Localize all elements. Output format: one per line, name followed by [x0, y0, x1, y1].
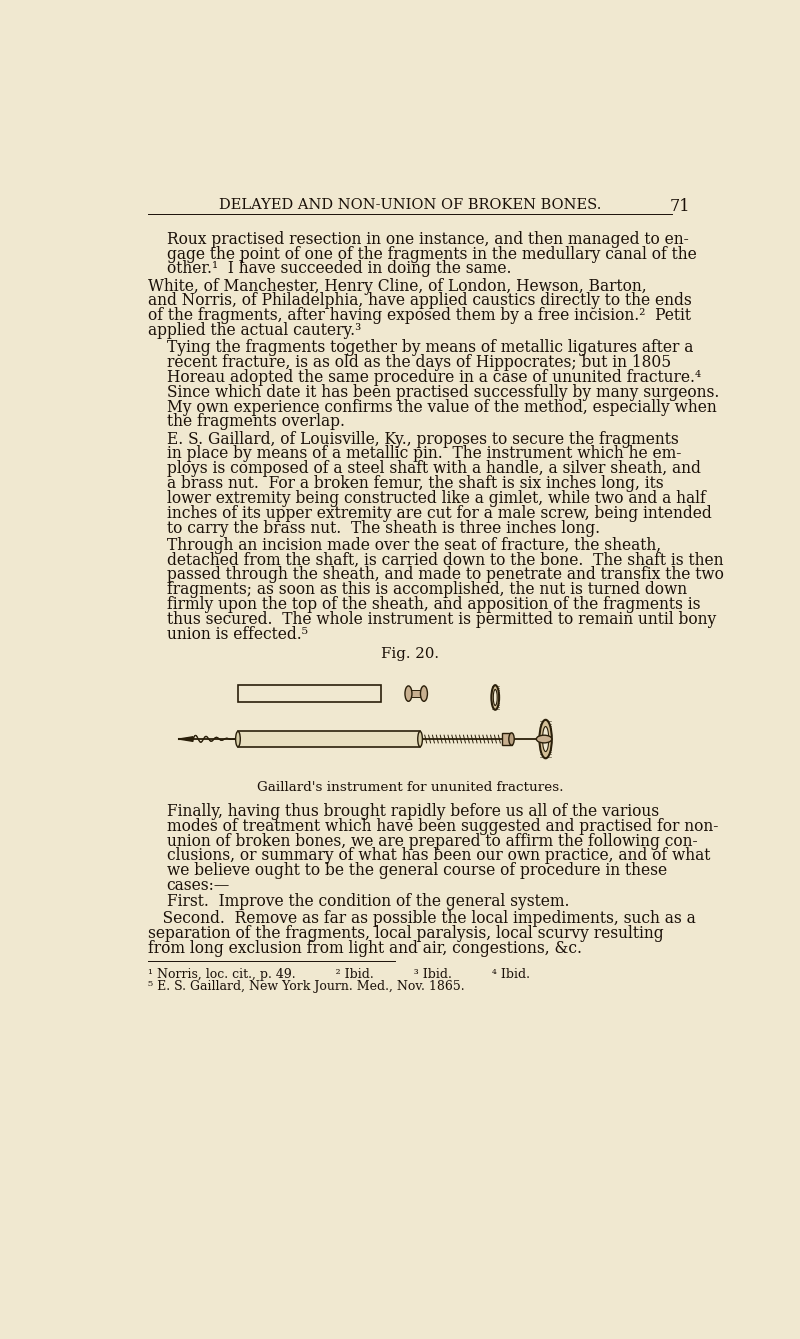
Text: My own experience confirms the value of the method, especially when: My own experience confirms the value of … — [166, 399, 717, 415]
Text: 71: 71 — [670, 198, 690, 216]
Text: fragments; as soon as this is accomplished, the nut is turned down: fragments; as soon as this is accomplish… — [166, 581, 686, 599]
Text: White, of Manchester, Henry Cline, of London, Hewson, Barton,: White, of Manchester, Henry Cline, of Lo… — [148, 277, 646, 295]
Text: separation of the fragments, local paralysis, local scurvy resulting: separation of the fragments, local paral… — [148, 925, 664, 941]
Ellipse shape — [421, 686, 427, 702]
Text: Horeau adopted the same procedure in a case of ununited fracture.⁴: Horeau adopted the same procedure in a c… — [166, 368, 701, 386]
Text: we believe ought to be the general course of procedure in these: we believe ought to be the general cours… — [166, 862, 666, 880]
Text: inches of its upper extremity are cut for a male screw, being intended: inches of its upper extremity are cut fo… — [166, 505, 711, 522]
Text: passed through the sheath, and made to penetrate and transfix the two: passed through the sheath, and made to p… — [166, 566, 723, 584]
Text: E. S. Gaillard, of Louisville, Ky., proposes to secure the fragments: E. S. Gaillard, of Louisville, Ky., prop… — [166, 431, 678, 447]
Text: Tying the fragments together by means of metallic ligatures after a: Tying the fragments together by means of… — [166, 339, 693, 356]
Text: ¹ Norris, loc. cit., p. 49.          ² Ibid.          ³ Ibid.          ⁴ Ibid.: ¹ Norris, loc. cit., p. 49. ² Ibid. ³ Ib… — [148, 968, 530, 981]
Bar — [409, 690, 424, 698]
Text: Fig. 20.: Fig. 20. — [381, 647, 439, 660]
Text: from long exclusion from light and air, congestions, &c.: from long exclusion from light and air, … — [148, 940, 582, 956]
Polygon shape — [179, 736, 193, 742]
Ellipse shape — [542, 727, 549, 751]
Bar — [502, 732, 511, 746]
Text: the fragments overlap.: the fragments overlap. — [166, 414, 345, 430]
Text: modes of treatment which have been suggested and practised for non-: modes of treatment which have been sugge… — [166, 818, 718, 834]
Text: firmly upon the top of the sheath, and apposition of the fragments is: firmly upon the top of the sheath, and a… — [166, 596, 700, 613]
Text: Since which date it has been practised successfully by many surgeons.: Since which date it has been practised s… — [166, 384, 719, 400]
Ellipse shape — [418, 731, 422, 747]
Text: Through an incision made over the seat of fracture, the sheath,: Through an incision made over the seat o… — [166, 537, 661, 553]
Ellipse shape — [236, 731, 240, 747]
Text: Gaillard's instrument for ununited fractures.: Gaillard's instrument for ununited fract… — [257, 782, 563, 794]
Text: a brass nut.  For a broken femur, the shaft is six inches long, its: a brass nut. For a broken femur, the sha… — [166, 475, 663, 491]
Text: union of broken bones, we are prepared to affirm the following con-: union of broken bones, we are prepared t… — [166, 833, 698, 850]
Text: thus secured.  The whole instrument is permitted to remain until bony: thus secured. The whole instrument is pe… — [166, 611, 716, 628]
Ellipse shape — [539, 720, 552, 758]
Text: of the fragments, after having exposed them by a free incision.²  Petit: of the fragments, after having exposed t… — [148, 307, 691, 324]
Text: DELAYED AND NON-UNION OF BROKEN BONES.: DELAYED AND NON-UNION OF BROKEN BONES. — [219, 198, 601, 213]
Text: cases:—: cases:— — [166, 877, 230, 894]
Ellipse shape — [491, 686, 499, 710]
Text: ploys is composed of a steel shaft with a handle, a silver sheath, and: ploys is composed of a steel shaft with … — [166, 461, 701, 477]
Text: other.¹  I have succeeded in doing the same.: other.¹ I have succeeded in doing the sa… — [166, 260, 511, 277]
Text: Second.  Remove as far as possible the local impediments, such as a: Second. Remove as far as possible the lo… — [148, 911, 696, 927]
Bar — [238, 731, 420, 747]
Bar — [238, 686, 382, 702]
Text: First.  Improve the condition of the general system.: First. Improve the condition of the gene… — [166, 893, 569, 911]
Ellipse shape — [509, 732, 514, 746]
Text: Finally, having thus brought rapidly before us all of the various: Finally, having thus brought rapidly bef… — [166, 803, 658, 819]
Text: detached from the shaft, is carried down to the bone.  The shaft is then: detached from the shaft, is carried down… — [166, 552, 723, 569]
Text: and Norris, of Philadelphia, have applied caustics directly to the ends: and Norris, of Philadelphia, have applie… — [148, 292, 692, 309]
Text: clusions, or summary of what has been our own practice, and of what: clusions, or summary of what has been ou… — [166, 848, 710, 865]
Text: applied the actual cautery.³: applied the actual cautery.³ — [148, 323, 362, 339]
Text: to carry the brass nut.  The sheath is three inches long.: to carry the brass nut. The sheath is th… — [166, 520, 600, 537]
Text: in place by means of a metallic pin.  The instrument which he em-: in place by means of a metallic pin. The… — [166, 446, 681, 462]
Text: recent fracture, is as old as the days of Hippocrates; but in 1805: recent fracture, is as old as the days o… — [166, 353, 671, 371]
Text: gage the point of one of the fragments in the medullary canal of the: gage the point of one of the fragments i… — [166, 245, 696, 262]
Text: lower extremity being constructed like a gimlet, while two and a half: lower extremity being constructed like a… — [166, 490, 706, 507]
Text: union is effected.⁵: union is effected.⁵ — [166, 625, 308, 643]
Ellipse shape — [536, 735, 552, 743]
Text: Roux practised resection in one instance, and then managed to en-: Roux practised resection in one instance… — [166, 230, 688, 248]
Ellipse shape — [494, 690, 497, 706]
Text: ⁵ E. S. Gaillard, New York Journ. Med., Nov. 1865.: ⁵ E. S. Gaillard, New York Journ. Med., … — [148, 980, 465, 994]
Ellipse shape — [405, 686, 412, 702]
